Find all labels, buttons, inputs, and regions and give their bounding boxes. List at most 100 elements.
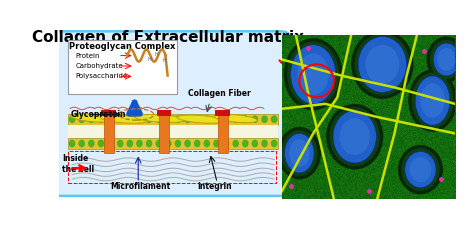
Ellipse shape (281, 130, 318, 176)
Ellipse shape (287, 41, 339, 107)
Ellipse shape (146, 115, 152, 123)
Ellipse shape (223, 140, 229, 147)
Text: Extracellular Matrix: Extracellular Matrix (285, 169, 371, 178)
Bar (104, 112, 114, 153)
FancyBboxPatch shape (68, 40, 177, 94)
Text: H: H (155, 52, 158, 57)
Text: Protein: Protein (76, 53, 100, 59)
Ellipse shape (117, 140, 124, 147)
Ellipse shape (127, 140, 133, 147)
Ellipse shape (203, 140, 210, 147)
Bar (215, 110, 230, 116)
Text: Inside
the cell: Inside the cell (62, 154, 94, 173)
FancyBboxPatch shape (52, 31, 289, 196)
Ellipse shape (213, 115, 220, 123)
Ellipse shape (355, 33, 410, 96)
Ellipse shape (88, 140, 95, 147)
Ellipse shape (117, 115, 124, 123)
Ellipse shape (177, 115, 224, 123)
Ellipse shape (329, 107, 380, 166)
Ellipse shape (214, 114, 257, 123)
Ellipse shape (398, 145, 443, 194)
Bar (68, 138, 278, 149)
Ellipse shape (107, 115, 114, 123)
Bar (159, 112, 169, 153)
Ellipse shape (194, 115, 201, 123)
Ellipse shape (88, 115, 95, 123)
Ellipse shape (261, 140, 268, 147)
Ellipse shape (69, 115, 75, 123)
Ellipse shape (339, 118, 370, 155)
Text: Collagen Fiber: Collagen Fiber (188, 89, 251, 98)
Ellipse shape (271, 115, 277, 123)
Bar (68, 151, 276, 183)
Ellipse shape (165, 115, 172, 123)
Ellipse shape (271, 140, 277, 147)
Text: Collagens in extracellular matrix: Collagens in extracellular matrix (315, 146, 456, 155)
Ellipse shape (78, 115, 85, 123)
Ellipse shape (438, 48, 456, 71)
Bar (68, 114, 278, 125)
Ellipse shape (184, 140, 191, 147)
Ellipse shape (146, 140, 152, 147)
Bar (156, 110, 171, 116)
Ellipse shape (100, 115, 147, 123)
Ellipse shape (278, 127, 321, 179)
Ellipse shape (405, 151, 436, 188)
Ellipse shape (433, 43, 459, 76)
Ellipse shape (252, 140, 258, 147)
Ellipse shape (365, 45, 399, 84)
Ellipse shape (135, 115, 186, 122)
Ellipse shape (213, 140, 220, 147)
Ellipse shape (261, 115, 268, 123)
Ellipse shape (98, 115, 104, 123)
Ellipse shape (174, 115, 181, 123)
Ellipse shape (326, 104, 383, 170)
Ellipse shape (107, 140, 114, 147)
Ellipse shape (242, 140, 248, 147)
Bar (218, 112, 228, 153)
Text: Glycoprotein: Glycoprotein (70, 110, 126, 119)
Ellipse shape (410, 157, 431, 182)
Ellipse shape (174, 140, 181, 147)
Ellipse shape (291, 45, 336, 104)
Text: Polysaccharide: Polysaccharide (76, 73, 128, 79)
Ellipse shape (358, 36, 407, 92)
Ellipse shape (297, 54, 329, 95)
Ellipse shape (71, 114, 114, 122)
Ellipse shape (284, 38, 343, 110)
Text: Carbohydrate: Carbohydrate (76, 63, 123, 69)
Ellipse shape (223, 115, 229, 123)
Text: Proteoglycan Complex: Proteoglycan Complex (69, 42, 176, 51)
Ellipse shape (252, 115, 258, 123)
Ellipse shape (415, 76, 450, 125)
Text: Collagen of Extracellular matrix: Collagen of Extracellular matrix (32, 30, 304, 45)
Text: H: H (162, 58, 166, 63)
Ellipse shape (165, 140, 172, 147)
Ellipse shape (98, 140, 104, 147)
Ellipse shape (203, 115, 210, 123)
Ellipse shape (127, 115, 133, 123)
Text: H: H (147, 57, 151, 62)
Ellipse shape (78, 140, 85, 147)
Text: Microfilament: Microfilament (110, 182, 171, 191)
Ellipse shape (155, 115, 162, 123)
Ellipse shape (333, 110, 376, 163)
Ellipse shape (136, 115, 143, 123)
Text: Integrin: Integrin (197, 182, 232, 191)
Ellipse shape (408, 69, 457, 132)
Ellipse shape (136, 140, 143, 147)
Ellipse shape (69, 140, 75, 147)
Ellipse shape (420, 83, 445, 118)
Ellipse shape (232, 115, 239, 123)
Ellipse shape (284, 133, 314, 173)
Bar (101, 110, 116, 116)
Ellipse shape (242, 115, 248, 123)
Ellipse shape (289, 139, 310, 167)
Ellipse shape (401, 148, 439, 191)
Bar (68, 125, 278, 138)
Ellipse shape (430, 40, 463, 79)
Ellipse shape (427, 36, 466, 83)
Ellipse shape (412, 73, 453, 128)
Ellipse shape (194, 140, 201, 147)
